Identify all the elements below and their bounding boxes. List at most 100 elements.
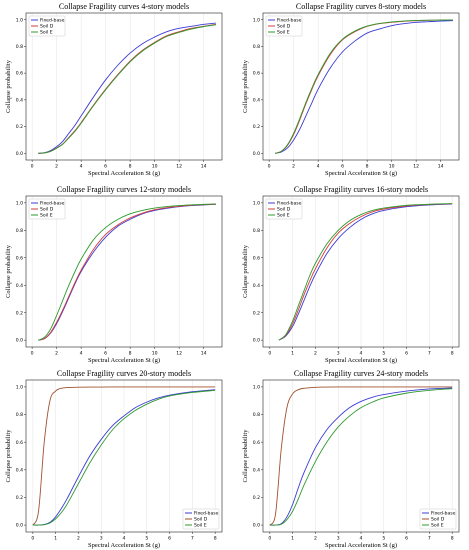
chart-title: Collapse Fragility curves 16-story model… (294, 185, 428, 194)
x-axis-label: Spectral Acceleration St (g) (88, 357, 160, 364)
x-tick-label: 1 (291, 536, 294, 542)
x-tick-label: 6 (341, 164, 344, 170)
series-line-soil-d (32, 386, 216, 526)
y-tick-label: 0.6 (16, 440, 23, 446)
plot-frame (25, 379, 223, 533)
x-tick-label: 0 (31, 164, 34, 170)
x-tick-label: 8 (214, 536, 217, 542)
x-tick-label: 0 (31, 536, 34, 542)
y-axis-label: Collapse probability (5, 429, 12, 483)
y-tick-label: 0.0 (253, 338, 260, 344)
legend-label: Soil D (40, 24, 54, 30)
x-tick-label: 4 (80, 351, 83, 357)
y-tick-label: 0.6 (16, 255, 23, 261)
x-tick-label: 6 (104, 351, 107, 357)
x-axis-label: Spectral Acceleration St (g) (88, 170, 160, 177)
y-tick-label: 0.4 (253, 283, 260, 289)
y-tick-label: 0.4 (253, 97, 260, 103)
x-tick-label: 8 (366, 164, 369, 170)
legend-box (28, 15, 66, 37)
y-tick-label: 0.2 (16, 495, 23, 501)
x-tick-label: 5 (382, 351, 385, 357)
y-tick-label: 1.0 (16, 200, 23, 206)
y-tick-label: 0.0 (16, 338, 23, 344)
legend-label: Soil D (40, 207, 54, 213)
y-axis-label: Collapse probability (242, 59, 249, 113)
y-tick-label: 0.2 (253, 495, 260, 501)
chart-title: Collapse Fragility curves 24-story model… (294, 369, 428, 378)
plot-frame (25, 12, 223, 161)
x-axis-label: Spectral Acceleration St (g) (325, 357, 397, 364)
y-tick-label: 0.8 (253, 412, 260, 418)
x-tick-label: 14 (438, 164, 444, 170)
x-tick-label: 1 (291, 351, 294, 357)
series-line-soil-e (275, 19, 453, 154)
x-axis-label: Spectral Acceleration St (g) (325, 170, 397, 177)
y-tick-label: 0.6 (16, 71, 23, 77)
y-tick-label: 0.8 (16, 228, 23, 234)
series-line-fixed-base (32, 389, 216, 526)
y-tick-label: 1.0 (253, 17, 260, 23)
legend-label: Fixed-base (431, 511, 456, 517)
x-tick-label: 7 (428, 351, 431, 357)
x-tick-label: 2 (314, 536, 317, 542)
chart-panel-4: Collapse Fragility curves 16-story model… (242, 185, 460, 364)
y-tick-label: 0.0 (16, 523, 23, 529)
plot-frame (262, 379, 460, 533)
y-tick-label: 0.2 (253, 124, 260, 130)
series-line-soil-e (38, 24, 216, 154)
series-line-soil-d (38, 203, 216, 341)
x-tick-label: 3 (100, 536, 103, 542)
x-tick-label: 8 (451, 536, 454, 542)
legend-label: Soil D (194, 517, 208, 523)
plot-frame (262, 195, 460, 348)
legend-label: Soil E (277, 213, 290, 219)
x-tick-label: 12 (176, 351, 182, 357)
plot-area (26, 13, 222, 160)
chart-title: Collapse Fragility curves 4-story models (59, 2, 189, 11)
legend-label: Soil E (40, 30, 53, 36)
x-tick-label: 5 (382, 536, 385, 542)
chart-panel-6: Collapse Fragility curves 24-story model… (242, 369, 460, 549)
legend-label: Soil E (40, 213, 53, 219)
x-tick-label: 8 (451, 351, 454, 357)
x-tick-label: 4 (317, 164, 320, 170)
x-tick-label: 6 (168, 536, 171, 542)
chart-panel-3: Collapse Fragility curves 12-story model… (5, 185, 223, 364)
x-tick-label: 4 (360, 351, 363, 357)
chart-panel-1: Collapse Fragility curves 4-story models… (5, 2, 223, 177)
y-axis-label: Collapse probability (5, 244, 12, 298)
y-tick-label: 0.0 (16, 151, 23, 157)
y-tick-label: 1.0 (253, 385, 260, 391)
y-tick-label: 1.0 (16, 385, 23, 391)
legend-label: Soil E (431, 523, 444, 529)
y-tick-label: 0.8 (253, 44, 260, 50)
x-tick-label: 14 (201, 351, 207, 357)
x-tick-label: 12 (176, 164, 182, 170)
y-tick-label: 0.8 (253, 228, 260, 234)
y-axis-label: Collapse probability (242, 244, 249, 298)
x-axis-label: Spectral Acceleration St (g) (88, 542, 160, 549)
legend-box (419, 508, 457, 530)
y-tick-label: 0.8 (16, 412, 23, 418)
series-line-soil-e (269, 388, 453, 526)
legend-box (265, 198, 303, 220)
x-tick-label: 2 (77, 536, 80, 542)
x-tick-label: 10 (152, 351, 158, 357)
legend-label: Fixed-base (194, 511, 219, 517)
chart-title: Collapse Fragility curves 12-story model… (57, 185, 191, 194)
x-tick-label: 12 (413, 164, 419, 170)
legend-box (182, 508, 220, 530)
x-tick-label: 2 (292, 164, 295, 170)
plot-area (263, 13, 459, 160)
series-line-soil-d (278, 203, 453, 341)
series-line-soil-e (278, 203, 453, 341)
legend-box (28, 198, 66, 220)
x-tick-label: 10 (152, 164, 158, 170)
series-line-fixed-base (38, 22, 216, 154)
legend-label: Fixed-base (277, 201, 302, 207)
